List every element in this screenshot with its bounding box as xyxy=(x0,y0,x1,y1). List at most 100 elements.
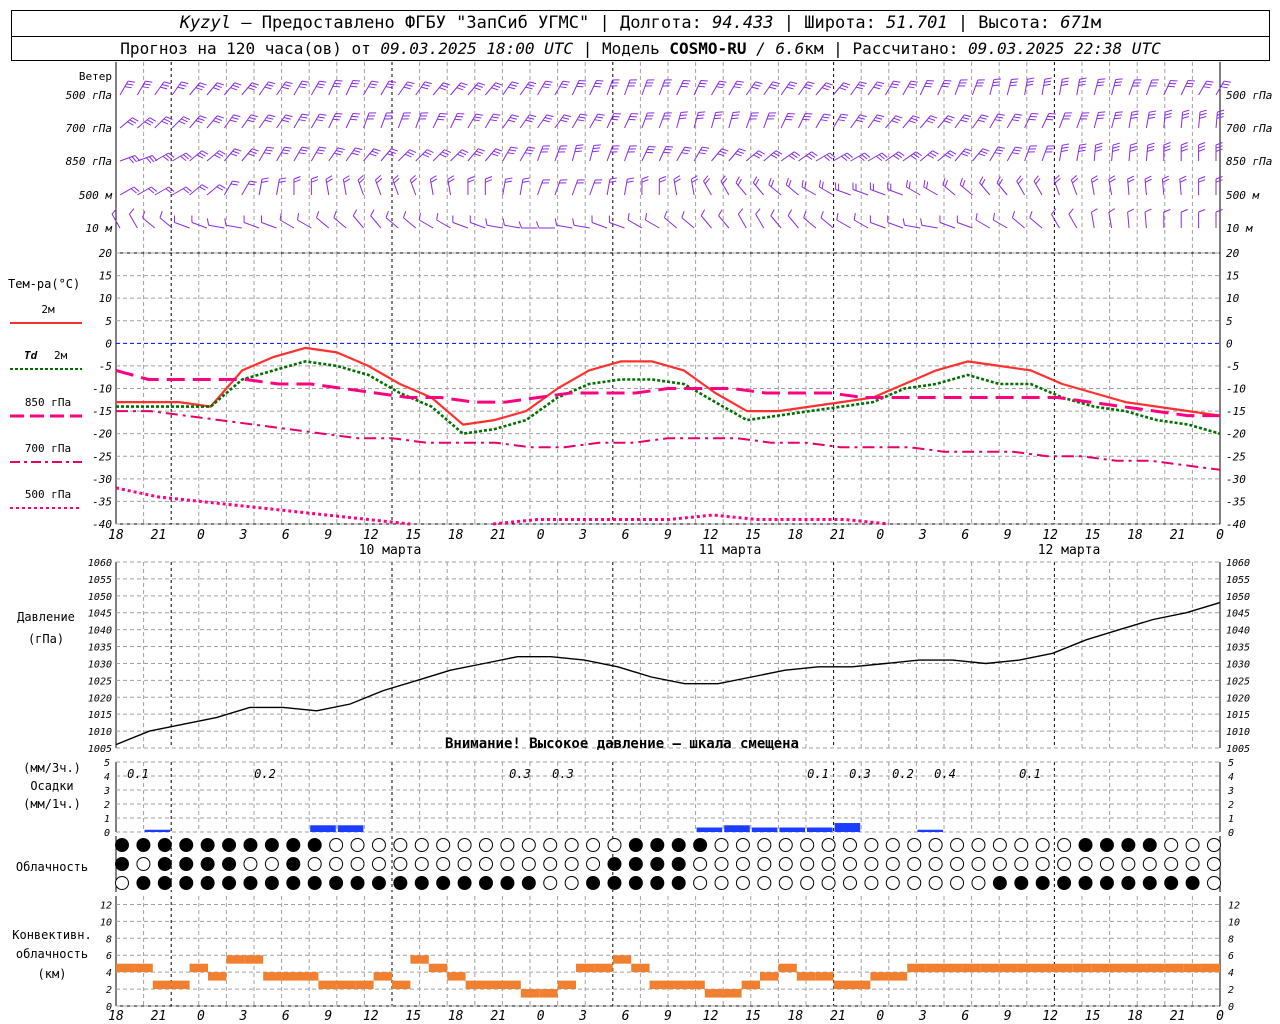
wind-barb xyxy=(1180,142,1188,161)
wind-barb-feather xyxy=(473,87,481,91)
wind-barb-feather xyxy=(165,116,173,121)
wind-barb xyxy=(485,218,503,229)
wind-barb-feather xyxy=(319,80,327,83)
wind-barb-feather xyxy=(316,210,320,218)
pressure-ytick-left: 1055 xyxy=(88,575,112,586)
wind-barb-staff xyxy=(1111,79,1117,96)
conv-bar xyxy=(870,972,889,981)
wind-barb-feather xyxy=(424,151,432,156)
conv-bar xyxy=(171,980,190,990)
wind-barb xyxy=(223,114,241,129)
wind-barb xyxy=(835,182,851,196)
wind-barb xyxy=(1198,209,1206,228)
hour-tick-label: 6 xyxy=(622,1009,630,1024)
cloud-symbol xyxy=(714,876,729,890)
wind-barb-feather xyxy=(129,208,135,215)
wind-barb-feather xyxy=(177,86,185,90)
header-row-station: Kyzyl – Предоставлено ФГБУ "ЗапСиб УГМС"… xyxy=(12,11,1269,37)
wind-barb xyxy=(223,180,240,196)
wind-barb-feather xyxy=(371,150,379,154)
wind-barb-feather xyxy=(681,152,689,155)
wind-barb xyxy=(1108,175,1116,196)
wind-barb-feather xyxy=(1179,175,1187,180)
hour-tick-label: 3 xyxy=(578,1009,587,1024)
wind-barb-feather xyxy=(977,119,985,123)
wind-barb-feather xyxy=(663,210,668,218)
hour-tick-label: 15 xyxy=(745,528,761,543)
wind-barb-feather xyxy=(1011,210,1016,218)
wind-barb-feather xyxy=(508,86,516,90)
temp-ytick-left: 5 xyxy=(105,315,112,328)
precip-title: Осадки xyxy=(30,779,73,793)
legend-label: 500 гПа xyxy=(25,488,71,501)
wind-barb-staff xyxy=(276,146,286,162)
cloud-symbol xyxy=(436,838,451,852)
altitude-label: | Высота: xyxy=(957,13,1050,33)
latitude-value: 51.701 xyxy=(886,13,948,33)
wind-barb-feather xyxy=(773,152,780,157)
conv-ytick-left: 8 xyxy=(106,934,112,945)
wind-barb-feather xyxy=(926,181,929,189)
wind-barb-staff xyxy=(484,113,494,129)
wind-barb xyxy=(850,81,867,96)
cloud-symbol xyxy=(714,838,729,852)
cloud-symbol xyxy=(414,838,429,852)
wind-barb xyxy=(345,80,360,96)
wind-barb-staff xyxy=(380,112,387,129)
wind-barb xyxy=(276,177,287,196)
wind-barb-feather xyxy=(217,115,225,119)
wind-barb-staff xyxy=(189,150,203,162)
wind-barb-feather xyxy=(996,149,1004,152)
wind-barb-staff xyxy=(1033,180,1043,196)
wind-barb-staff xyxy=(979,182,991,196)
wind-barb-feather xyxy=(1097,81,1105,84)
wind-barb-staff xyxy=(571,80,580,96)
wind-barb-feather xyxy=(902,218,905,226)
cloud-symbol xyxy=(243,876,258,890)
wind-barb-feather xyxy=(267,146,275,149)
wind-barb-feather xyxy=(150,186,157,192)
day-label: 10 марта xyxy=(359,543,422,558)
wind-barb-feather xyxy=(875,84,883,87)
wind-barb-staff xyxy=(770,215,782,229)
wind-barb-feather xyxy=(881,152,888,158)
wind-barb xyxy=(745,150,765,162)
wind-barb xyxy=(919,150,939,162)
conv-bar xyxy=(134,963,153,973)
wind-barb-feather xyxy=(439,113,447,115)
wind-barb-feather xyxy=(846,152,853,158)
hour-tick-label: 3 xyxy=(918,1009,927,1024)
wind-barb-feather xyxy=(1217,109,1225,113)
wind-barb-feather xyxy=(247,87,255,91)
wind-barb xyxy=(502,114,519,129)
conv-bar xyxy=(815,972,834,981)
cloud-symbol xyxy=(693,876,708,890)
wind-barb xyxy=(700,209,712,229)
wind-barb-feather xyxy=(1144,208,1152,213)
wind-barb xyxy=(1127,175,1135,196)
longitude-label: Долгота: xyxy=(619,13,702,33)
wind-barb-feather xyxy=(679,114,688,117)
legend-td-symbol: Td xyxy=(24,349,38,362)
wind-barb-feather xyxy=(376,178,383,184)
wind-barb-feather xyxy=(386,153,394,157)
wind-barb xyxy=(589,80,604,96)
pressure-ytick-right: 1060 xyxy=(1226,558,1250,569)
wind-barb-feather xyxy=(298,152,306,155)
wind-barb xyxy=(1144,175,1152,196)
wind-barb-feather xyxy=(311,176,319,180)
wind-barb-feather xyxy=(758,150,765,155)
wind-level-label-right: 850 гПа xyxy=(1226,155,1272,168)
wind-barb-staff xyxy=(1006,146,1016,162)
wind-barb-staff xyxy=(470,222,486,229)
wind-barb-staff xyxy=(589,145,595,162)
wind-barb-staff xyxy=(971,79,979,96)
precip-unit-3h: (мм/3ч.) xyxy=(23,761,81,775)
wind-barb-feather xyxy=(1098,78,1106,81)
wind-barb xyxy=(137,155,158,164)
wind-barb-feather xyxy=(912,115,920,119)
wind-barb-staff xyxy=(885,80,894,96)
model-label: | Модель xyxy=(582,39,660,58)
wind-barb-feather xyxy=(1198,148,1206,152)
wind-barb-feather xyxy=(923,180,926,188)
